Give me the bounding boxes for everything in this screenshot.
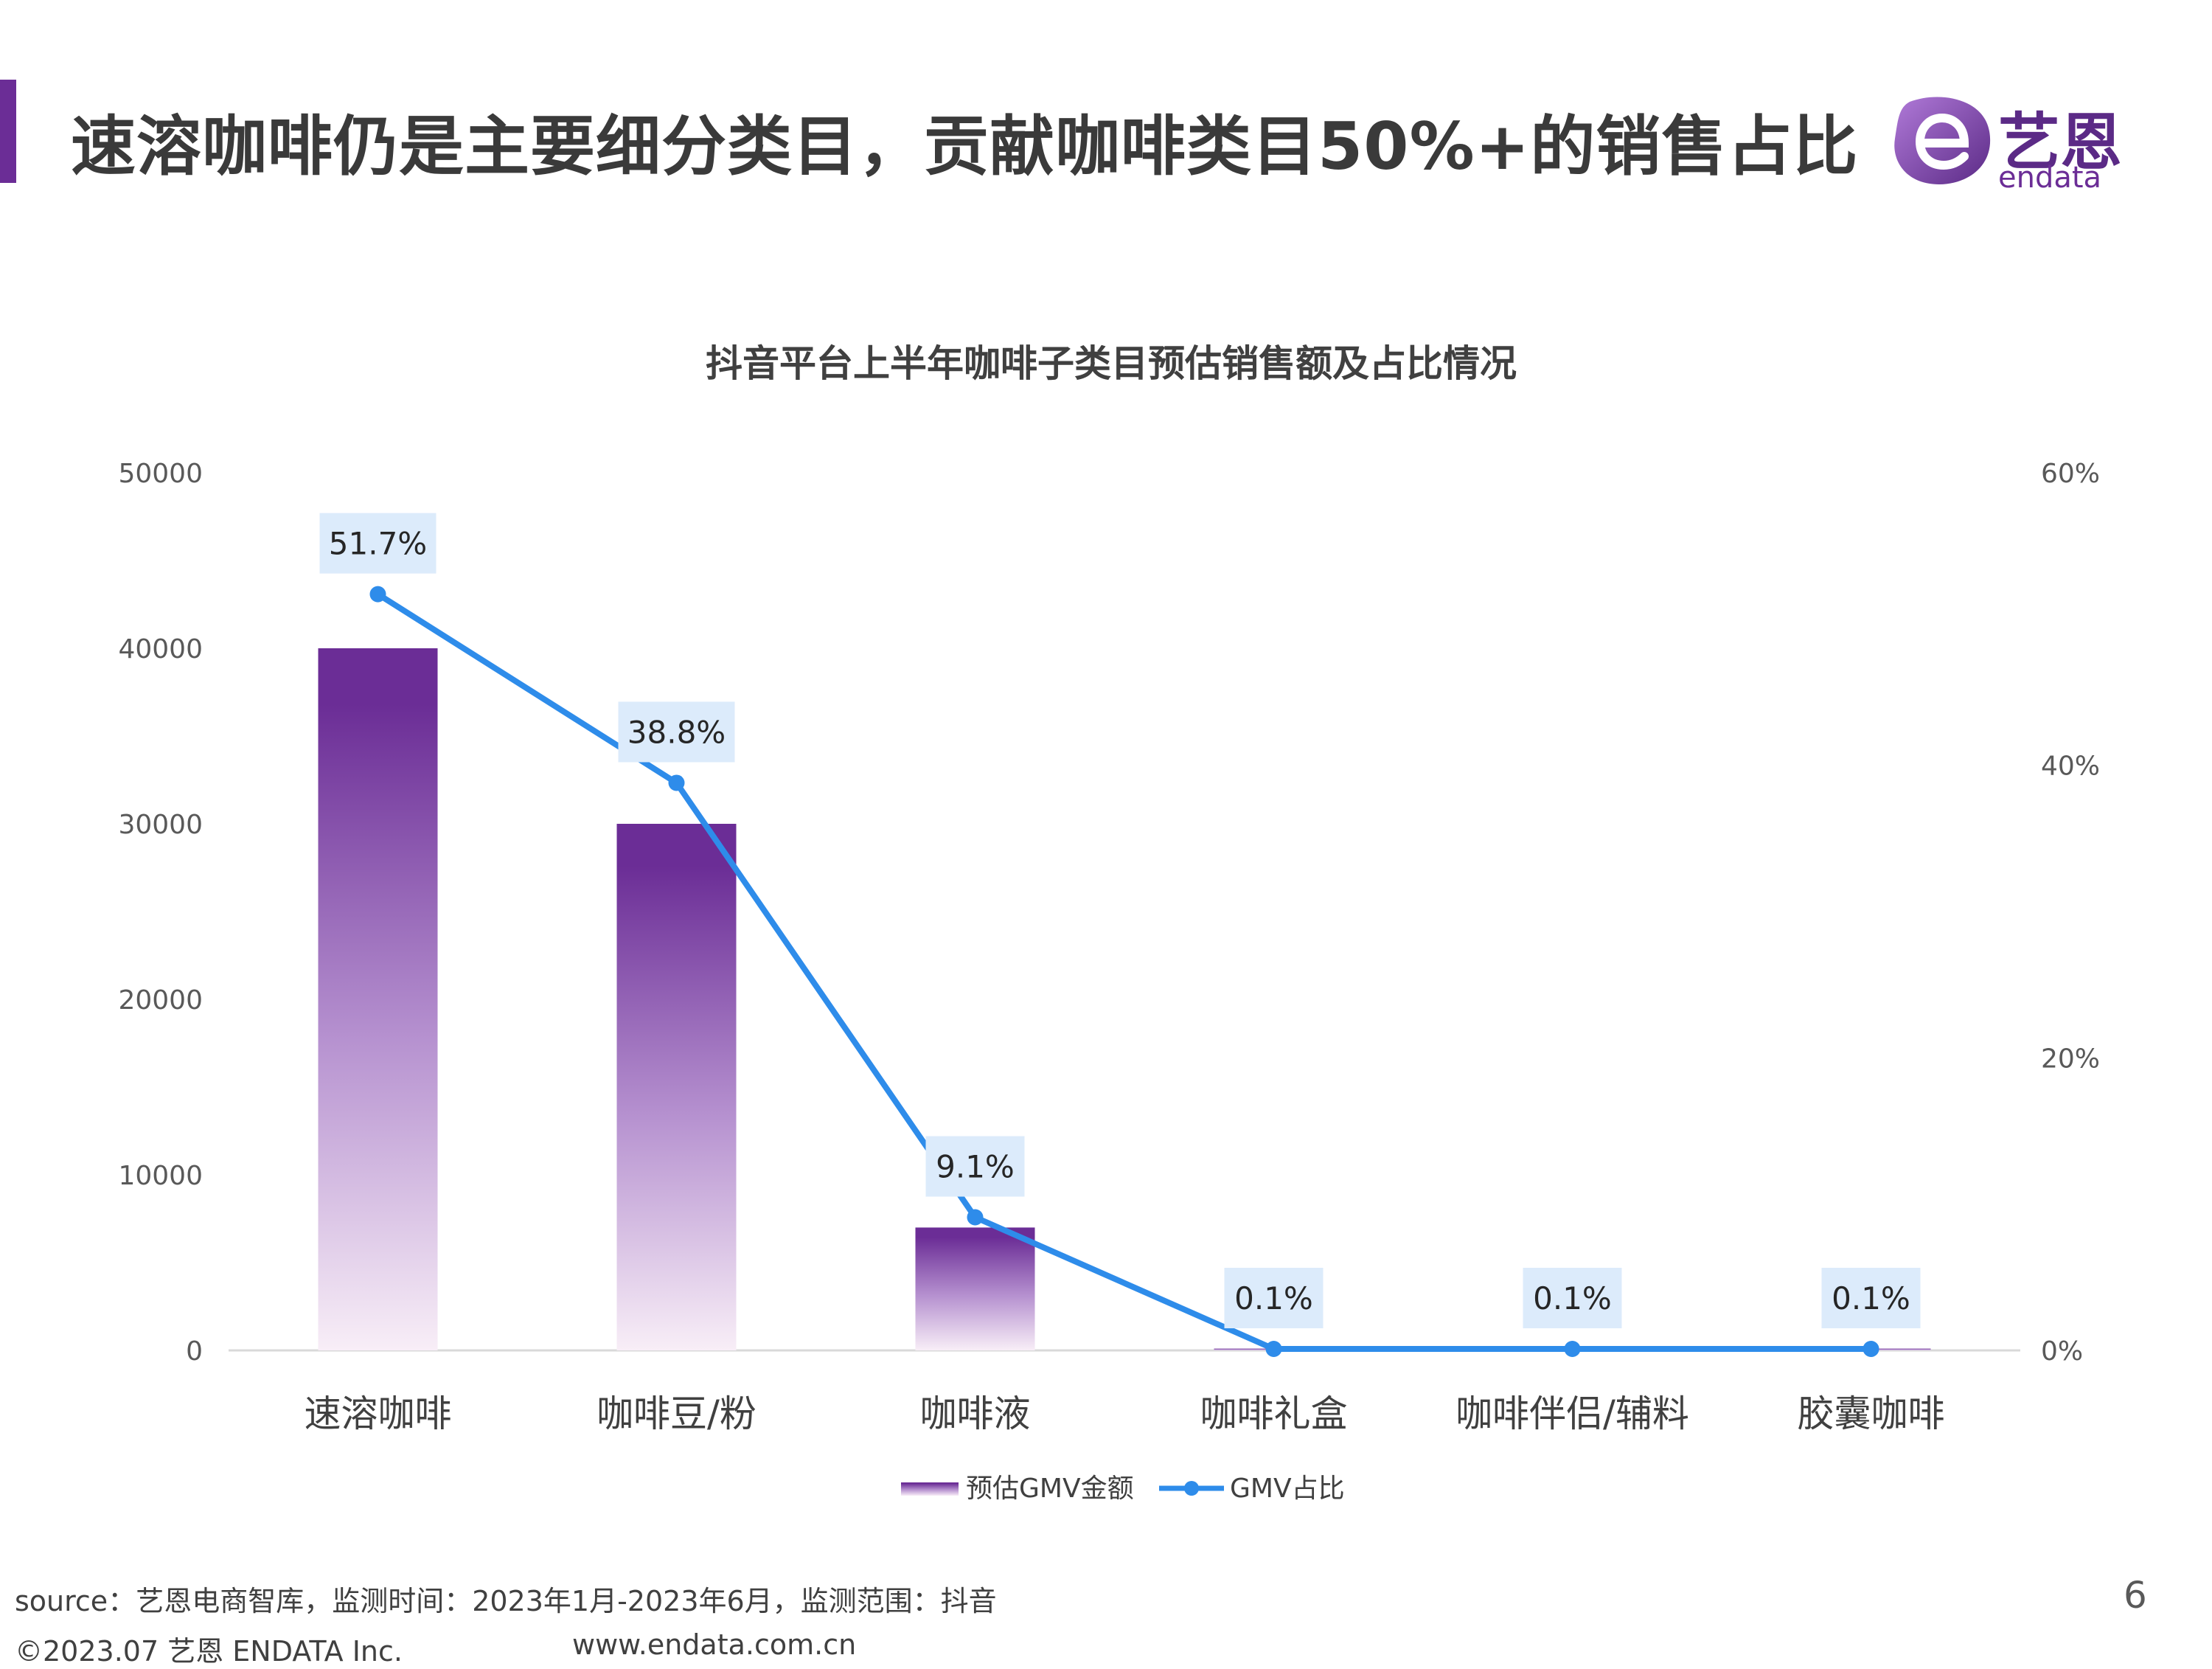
gmv-share-point bbox=[1265, 1341, 1282, 1358]
source-note: source：艺恩电商智库，监测时间：2023年1月-2023年6月，监测范围：… bbox=[15, 1585, 997, 1617]
x-category-label: 咖啡液 bbox=[920, 1392, 1031, 1435]
y-left-tick-label: 30000 bbox=[118, 810, 203, 840]
data-label: 0.1% bbox=[1832, 1280, 1910, 1316]
x-category-label: 胶囊咖啡 bbox=[1798, 1392, 1945, 1435]
y-left-tick-label: 40000 bbox=[118, 634, 203, 665]
gmv-share-line bbox=[376, 591, 1871, 1353]
data-label-box bbox=[925, 1136, 1025, 1197]
endata-logo: 艺恩 endata bbox=[1888, 87, 2160, 198]
x-category-label: 咖啡伴侣/辅料 bbox=[1455, 1392, 1689, 1435]
y-right-tick-label: 20% bbox=[2041, 1044, 2100, 1074]
website-link[interactable]: www.endata.com.cn bbox=[572, 1628, 857, 1661]
y-left-tick-label: 10000 bbox=[118, 1161, 203, 1191]
data-label: 51.7% bbox=[329, 526, 427, 562]
bar-3 bbox=[915, 1227, 1035, 1350]
data-label-box bbox=[618, 701, 735, 763]
data-label: 9.1% bbox=[936, 1149, 1015, 1185]
x-category-label: 速溶咖啡 bbox=[305, 1392, 452, 1435]
data-label: 38.8% bbox=[627, 714, 726, 750]
data-label-box bbox=[1523, 1268, 1622, 1329]
copyright-text: ©2023.07 艺恩 ENDATA Inc. bbox=[15, 1635, 403, 1668]
data-label: 0.1% bbox=[1533, 1280, 1612, 1316]
logo-english-name: endata bbox=[1998, 161, 2102, 195]
y-right-tick-label: 40% bbox=[2041, 752, 2100, 782]
gmv-share-point bbox=[967, 1209, 984, 1226]
bar-2 bbox=[616, 824, 737, 1350]
bar-1 bbox=[318, 648, 438, 1350]
legend-bar-label: 预估GMV金额 bbox=[966, 1474, 1134, 1504]
y-left-tick-label: 0 bbox=[186, 1336, 203, 1367]
y-right-tick-label: 60% bbox=[2041, 459, 2100, 489]
y-left-tick-label: 20000 bbox=[118, 985, 203, 1016]
chart-title: 抖音平台上半年咖啡子类目预估销售额及占比情况 bbox=[706, 342, 1517, 385]
x-category-label: 咖啡礼盒 bbox=[1200, 1392, 1348, 1435]
gmv-share-point bbox=[369, 586, 386, 603]
legend-line-label: GMV占比 bbox=[1230, 1474, 1345, 1504]
legend-bar-swatch bbox=[901, 1482, 959, 1496]
gmv-share-point bbox=[1564, 1341, 1581, 1358]
x-category-label: 咖啡豆/粉 bbox=[597, 1392, 757, 1435]
legend-line-marker bbox=[1184, 1481, 1199, 1496]
endata-logo-icon bbox=[1894, 97, 1991, 184]
page-number: 6 bbox=[2124, 1574, 2147, 1617]
data-label-box bbox=[319, 513, 437, 574]
page-title: 速溶咖啡仍是主要细分类目，贡献咖啡类目50%+的销售占比 bbox=[71, 108, 1859, 184]
y-left-tick-label: 50000 bbox=[118, 459, 203, 489]
data-label-box bbox=[1224, 1268, 1324, 1329]
gmv-share-point bbox=[1863, 1341, 1879, 1358]
gmv-share-point bbox=[668, 774, 685, 791]
gmv-chart: 抖音平台上半年咖啡子类目预估销售额及占比情况 0 10000 20000 30000 4… bbox=[118, 342, 2100, 1504]
title-accent-bar bbox=[0, 80, 16, 183]
data-label-box bbox=[1821, 1268, 1921, 1329]
data-label: 0.1% bbox=[1234, 1280, 1313, 1316]
logo-chinese-name: 艺恩 bbox=[1998, 106, 2123, 178]
y-right-tick-label: 0% bbox=[2041, 1336, 2083, 1367]
